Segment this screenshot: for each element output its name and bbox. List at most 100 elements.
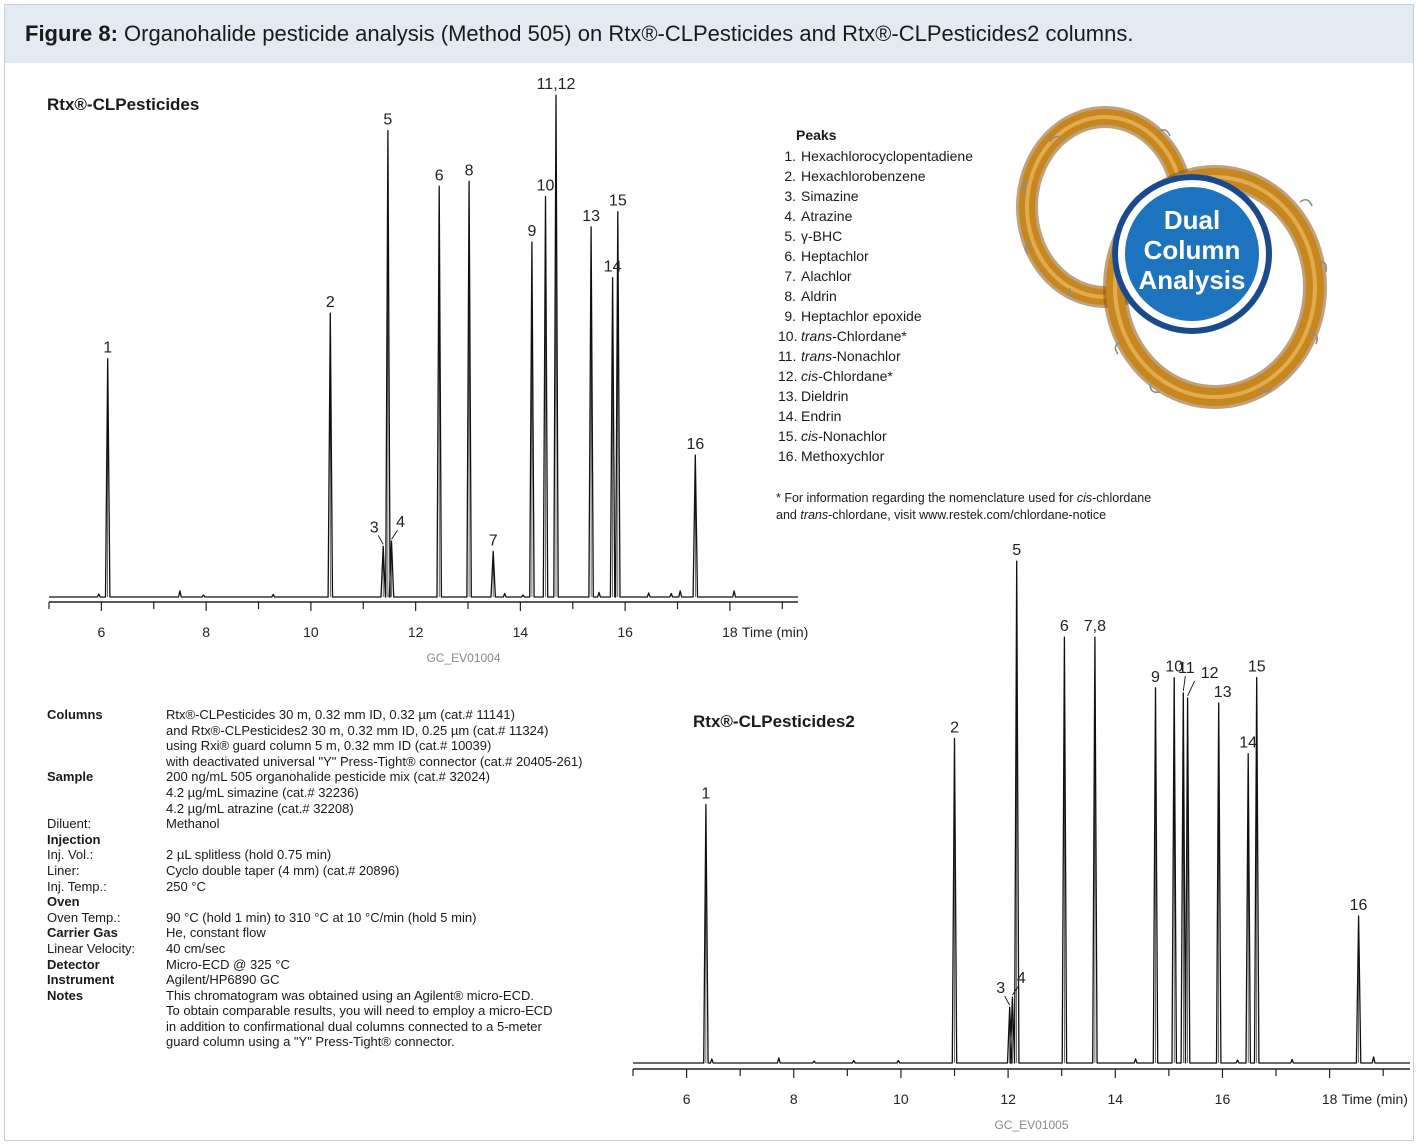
condition-value: in addition to confirmational dual colum… [166,1018,542,1034]
peak-legend-item: 10. trans-Chlordane* [778,326,973,346]
condition-row: Oven Temp.: 90 °C (hold 1 min) to 310 °C … [47,910,582,926]
x-tick-label: 16 [617,624,633,640]
peak-label: 11 [1178,660,1195,677]
peak-legend-number: 13. [778,388,798,404]
peak-legend-italic: cis [801,428,819,444]
peak-legend-name: -Chlordane* [818,368,893,384]
peak-legend-italic: trans [801,348,833,364]
condition-value: 250 °C [166,878,206,894]
peak-label: 16 [686,436,704,453]
condition-label: Oven Temp.: [47,909,121,925]
peak-legend-number: 5. [784,228,796,244]
condition-value: 4.2 µg/mL simazine (cat.# 32236) [166,784,359,800]
peak-legend-number: 8. [784,288,796,304]
peak-label: 2 [950,720,959,737]
peak-leader-line [1182,675,1186,691]
condition-label: Liner: [47,862,80,878]
condition-value: This chromatogram was obtained using an … [166,987,534,1003]
condition-value: guard column using a "Y" Press-Tight® co… [166,1034,455,1050]
x-tick-label: 18 [1322,1091,1338,1107]
x-tick-label: 8 [202,624,210,640]
column-coil-icon [1016,106,1328,409]
chlordane-footnote: * For information regarding the nomencla… [776,490,1151,524]
peak-leader-line [1004,996,1011,1006]
peak-label: 12 [1201,665,1219,682]
condition-label: Diluent: [47,816,92,832]
condition-value: Rtx®-CLPesticides 30 m, 0.32 mm ID, 0.32… [166,707,515,722]
x-tick-label: 16 [1215,1091,1231,1107]
peak-label: 14 [604,259,622,276]
peak-legend-item: 15. cis-Nonachlor [778,426,973,446]
peak-legend-item: 5. γ-BHC [778,226,973,246]
x-tick-label: 14 [513,624,529,640]
peak-legend-number: 16. [778,448,798,464]
peak-legend-name: Dieldrin [801,388,849,404]
peak-legend-name: Methoxychlor [801,448,885,464]
x-tick-label: 10 [303,624,319,640]
peak-label: 3 [996,980,1005,997]
peak-legend-name: -Nonachlor [818,428,887,444]
condition-value: Cyclo double taper (4 mm) (cat.# 20896) [166,862,400,878]
x-tick-label: 12 [1000,1091,1016,1107]
chromatogram-code: GC_EV01004 [426,651,500,665]
peak-label: 14 [1239,735,1257,752]
condition-row: Sample 200 ng/mL 505 organohalide pestici… [47,769,582,816]
peaks-legend-heading: Peaks [796,127,837,143]
condition-label: Columns [47,707,103,722]
peak-label: 2 [326,294,335,311]
peak-label: 6 [1060,618,1069,635]
condition-value: using Rxi® guard column 5 m, 0.32 mm ID … [166,738,492,754]
footnote-text: and [776,508,801,522]
peak-label: 15 [609,193,627,210]
peak-legend-item: 13. Dieldrin [778,386,973,406]
condition-row: Detector Micro-ECD @ 325 °C [47,957,582,973]
peak-legend-name: Atrazine [801,208,853,224]
x-tick-label: 12 [408,624,424,640]
peak-legend-name: Aldrin [801,288,837,304]
peak-label: 10 [1165,659,1183,676]
peak-label: 1 [103,340,112,357]
condition-label: Carrier Gas [47,925,118,941]
condition-value: To obtain comparable results, you will n… [166,1003,553,1019]
badge-line2: Column [1144,235,1241,265]
peak-legend-number: 6. [784,248,796,264]
peak-legend-item: 7. Alachlor [778,266,973,286]
peak-label: 10 [537,177,555,194]
condition-value: Methanol [166,816,220,832]
footnote-text: -chlordane, visit www.restek.com/chlorda… [828,508,1107,522]
peak-legend-name: Heptachlor [801,248,869,264]
x-tick-label: 6 [683,1091,691,1107]
figure-header: Figure 8: Organohalide pesticide analysi… [5,5,1413,63]
peak-legend-item: 6. Heptachlor [778,246,973,266]
peak-legend-italic: trans [801,328,833,344]
peak-legend-item: 12. cis-Chlordane* [778,366,973,386]
x-axis-title: Time (min) [742,624,808,640]
peak-label: 7 [489,532,498,549]
peak-legend-name: Heptachlor epoxide [801,308,922,324]
condition-row: Liner: Cyclo double taper (4 mm) (cat.# 2… [47,863,582,879]
peak-legend-item: 8. Aldrin [778,286,973,306]
condition-row: Carrier Gas He, constant flow [47,925,582,941]
chart1-title: Rtx®-CLPesticides [47,95,200,114]
condition-row: Columns Rtx®-CLPesticides 30 m, 0.32 mm I… [47,707,582,769]
peak-legend-name: -Chlordane* [832,328,907,344]
condition-value: Micro-ECD @ 325 °C [166,956,290,972]
chromatogram-trace [49,94,798,598]
peak-label: 4 [396,514,405,531]
dual-column-badge: Dual Column Analysis [1010,92,1340,422]
peak-legend-item: 3. Simazine [778,186,973,206]
condition-label: Inj. Temp.: [47,878,107,894]
condition-row: Notes This chromatogram was obtained usin… [47,988,582,1050]
condition-label: Instrument [47,972,115,988]
peak-label: 16 [1350,897,1368,914]
condition-row: Instrument Agilent/HP6890 GC [47,972,582,988]
peak-legend-name: Simazine [801,188,859,204]
peak-legend-name: Hexachlorocyclopentadiene [801,148,973,164]
x-tick-label: 8 [790,1091,798,1107]
peak-leader-line [1012,985,1019,996]
condition-value: Agilent/HP6890 GC [166,972,280,988]
peak-legend-item: 9. Heptachlor epoxide [778,306,973,326]
